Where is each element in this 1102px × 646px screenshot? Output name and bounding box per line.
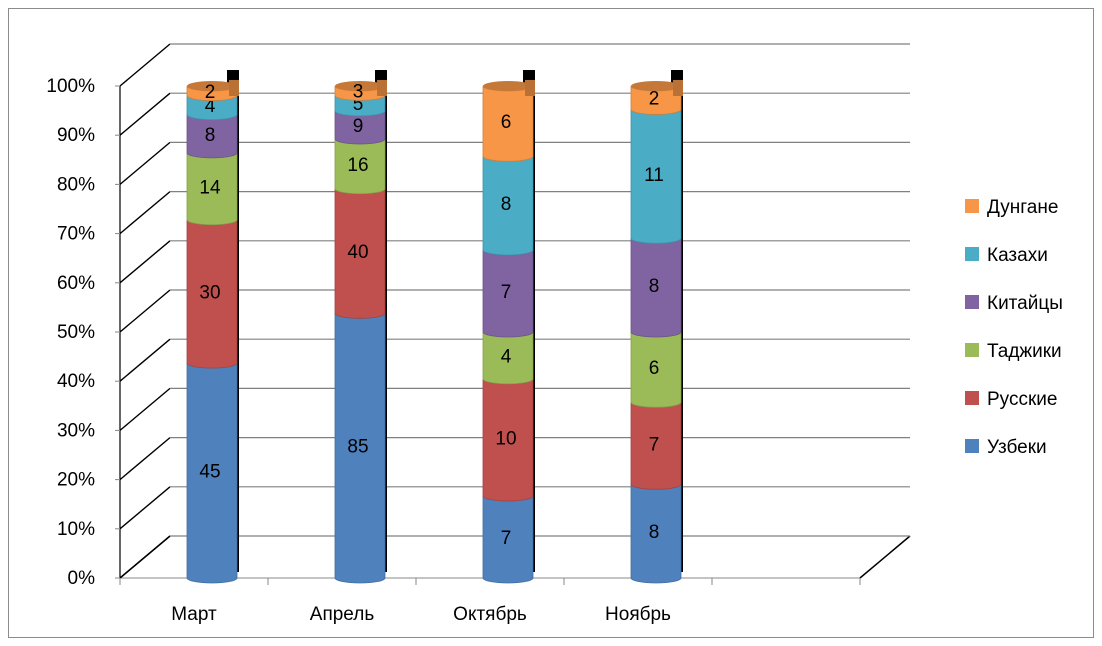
y-tick-label: 30% (57, 420, 95, 441)
x-tick-label: Апрель (310, 604, 375, 625)
legend-label: Дунгане (987, 197, 1058, 218)
legend-label: Узбеки (987, 437, 1047, 458)
side-gridline (119, 240, 171, 284)
data-label: 7 (649, 434, 660, 455)
legend-label: Таджики (987, 341, 1062, 362)
legend-label: Китайцы (987, 293, 1063, 314)
data-label: 85 (347, 437, 368, 458)
data-label: 6 (649, 358, 660, 379)
data-label: 6 (501, 112, 512, 133)
y-tick-label: 50% (57, 322, 95, 343)
data-label: 4 (501, 346, 512, 367)
side-gridline (119, 289, 171, 333)
cylinder-top (187, 81, 237, 91)
legend-swatch (965, 199, 979, 213)
cylinder-top-edge (377, 80, 387, 96)
data-label: 16 (347, 155, 368, 176)
data-label: 2 (649, 89, 660, 110)
data-label: 2 (205, 82, 216, 103)
data-label: 7 (501, 282, 512, 303)
y-tick-label: 70% (57, 224, 95, 245)
y-tick-label: 100% (46, 76, 95, 97)
data-label: 8 (501, 194, 512, 215)
data-label: 5 (353, 94, 364, 115)
cylinder-top (335, 81, 385, 91)
side-gridline (119, 437, 171, 481)
data-label: 4 (205, 96, 216, 117)
data-label: 7 (501, 528, 512, 549)
cylinder-top (483, 81, 533, 91)
side-gridline (119, 387, 171, 431)
data-label: 14 (199, 177, 221, 198)
cylinder-top-edge (673, 80, 683, 96)
data-label: 11 (644, 165, 664, 186)
data-label: 30 (199, 282, 220, 303)
side-gridline (119, 141, 171, 185)
y-tick-label: 60% (57, 273, 95, 294)
data-label: 10 (495, 428, 516, 449)
cylinder-top-edge (525, 80, 535, 96)
data-label: 3 (353, 82, 364, 103)
x-tick-label: Март (171, 604, 217, 625)
data-label: 8 (205, 125, 216, 146)
side-gridline (119, 43, 171, 87)
side-gridline (119, 338, 171, 382)
y-tick-label: 0% (68, 568, 96, 589)
legend-label: Русские (987, 389, 1057, 410)
legend-swatch (965, 295, 979, 309)
legend-swatch (965, 247, 979, 261)
y-tick-label: 40% (57, 371, 95, 392)
side-gridline (119, 486, 171, 530)
side-gridline (119, 191, 171, 235)
side-gridline (119, 92, 171, 136)
side-gridline (119, 535, 171, 579)
cylinder-top-edge (229, 80, 239, 96)
legend-swatch (965, 439, 979, 453)
y-tick-label: 90% (57, 125, 95, 146)
x-tick-label: Ноябрь (605, 604, 671, 625)
cylinder-top (631, 81, 681, 91)
y-tick-label: 10% (57, 519, 95, 540)
floor-right-edge (859, 535, 911, 579)
data-label: 45 (199, 462, 220, 483)
legend-swatch (965, 343, 979, 357)
data-label: 40 (347, 242, 368, 263)
data-label: 8 (649, 522, 660, 543)
y-tick-label: 80% (57, 174, 95, 195)
y-tick-label: 20% (57, 470, 95, 491)
legend-label: Казахи (987, 245, 1048, 266)
data-label: 9 (353, 116, 364, 137)
legend-swatch (965, 391, 979, 405)
data-label: 8 (649, 276, 660, 297)
x-tick-label: Октябрь (453, 604, 527, 625)
